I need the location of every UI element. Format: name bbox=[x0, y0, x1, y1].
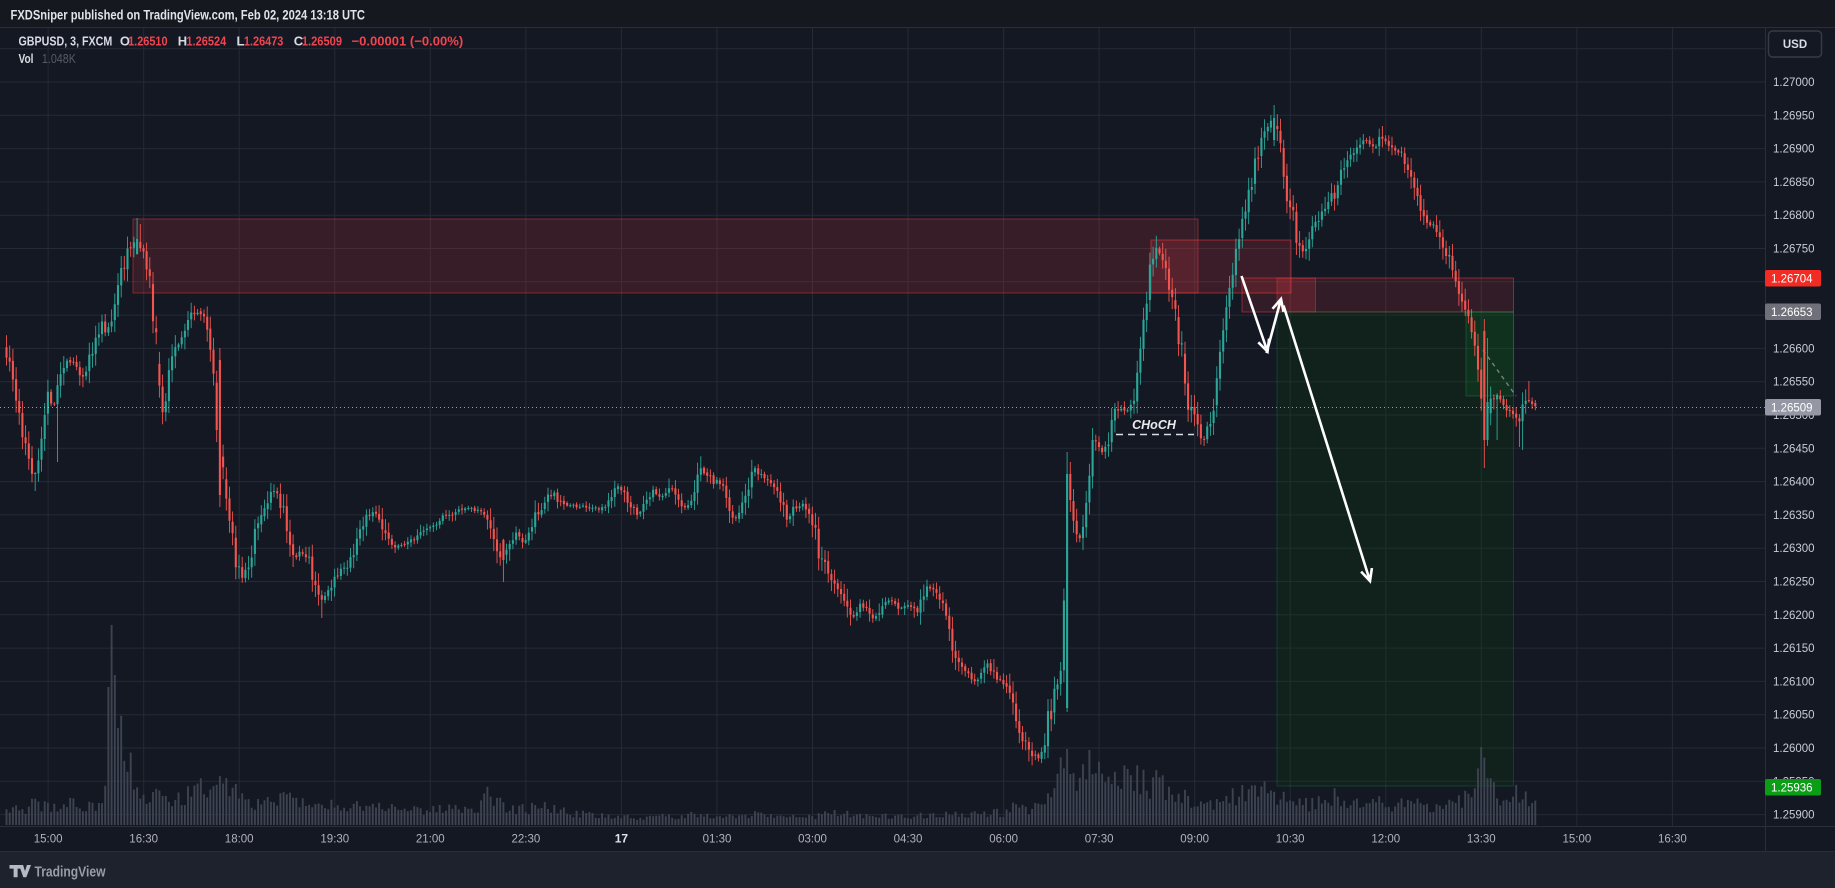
svg-text:16:30: 16:30 bbox=[129, 834, 158, 846]
svg-text:1.25936: 1.25936 bbox=[1771, 783, 1813, 795]
svg-text:1.26473: 1.26473 bbox=[244, 33, 284, 48]
svg-text:10:30: 10:30 bbox=[1276, 834, 1305, 846]
svg-text:1.26850: 1.26850 bbox=[1773, 177, 1815, 189]
svg-text:1.26150: 1.26150 bbox=[1773, 643, 1815, 655]
svg-text:1.26000: 1.26000 bbox=[1773, 743, 1815, 755]
svg-text:1.26250: 1.26250 bbox=[1773, 577, 1815, 589]
svg-text:18:00: 18:00 bbox=[225, 834, 254, 846]
svg-text:1.26704: 1.26704 bbox=[1771, 274, 1813, 286]
svg-text:H: H bbox=[178, 33, 187, 48]
svg-text:06:00: 06:00 bbox=[989, 834, 1018, 846]
svg-text:1.26950: 1.26950 bbox=[1773, 110, 1815, 122]
svg-text:03:00: 03:00 bbox=[798, 834, 827, 846]
svg-text:1.26509: 1.26509 bbox=[1771, 403, 1813, 415]
svg-text:07:30: 07:30 bbox=[1085, 834, 1114, 846]
svg-text:1.26200: 1.26200 bbox=[1773, 610, 1815, 622]
svg-text:1.26653: 1.26653 bbox=[1771, 307, 1813, 319]
svg-text:09:00: 09:00 bbox=[1180, 834, 1209, 846]
svg-text:1.26800: 1.26800 bbox=[1773, 210, 1815, 222]
svg-text:1.26300: 1.26300 bbox=[1773, 543, 1815, 555]
svg-text:O: O bbox=[120, 33, 130, 48]
svg-text:1.26350: 1.26350 bbox=[1773, 510, 1815, 522]
svg-text:22:30: 22:30 bbox=[512, 834, 541, 846]
svg-text:1.26400: 1.26400 bbox=[1773, 477, 1815, 489]
svg-text:TradingView: TradingView bbox=[35, 864, 106, 881]
svg-text:17: 17 bbox=[615, 832, 629, 846]
svg-text:15:00: 15:00 bbox=[34, 834, 63, 846]
svg-text:1.26450: 1.26450 bbox=[1773, 443, 1815, 455]
svg-text:19:30: 19:30 bbox=[320, 834, 349, 846]
svg-text:Vol: Vol bbox=[19, 51, 34, 66]
svg-text:L: L bbox=[237, 33, 245, 48]
svg-text:16:30: 16:30 bbox=[1658, 834, 1687, 846]
svg-text:1.26510: 1.26510 bbox=[128, 33, 168, 48]
svg-text:21:00: 21:00 bbox=[416, 834, 445, 846]
svg-text:1.26550: 1.26550 bbox=[1773, 377, 1815, 389]
svg-text:−0.00001 (−0.00%): −0.00001 (−0.00%) bbox=[352, 33, 464, 48]
svg-text:1.26900: 1.26900 bbox=[1773, 144, 1815, 156]
svg-text:1.26509: 1.26509 bbox=[302, 33, 342, 48]
svg-text:USD: USD bbox=[1783, 39, 1807, 51]
svg-text:15:00: 15:00 bbox=[1563, 834, 1592, 846]
svg-text:C: C bbox=[294, 33, 304, 48]
svg-text:1.26600: 1.26600 bbox=[1773, 343, 1815, 355]
svg-text:13:30: 13:30 bbox=[1467, 834, 1496, 846]
svg-text:1.26050: 1.26050 bbox=[1773, 710, 1815, 722]
svg-text:FXDSniper published on Trading: FXDSniper published on TradingView.com, … bbox=[11, 8, 366, 23]
svg-text:1.048K: 1.048K bbox=[42, 52, 77, 66]
svg-text:1.26750: 1.26750 bbox=[1773, 244, 1815, 256]
svg-text:01:30: 01:30 bbox=[703, 834, 732, 846]
svg-text:1.27000: 1.27000 bbox=[1773, 77, 1815, 89]
svg-text:12:00: 12:00 bbox=[1371, 834, 1400, 846]
svg-text:GBPUSD, 3, FXCM: GBPUSD, 3, FXCM bbox=[19, 33, 113, 48]
svg-text:1.26100: 1.26100 bbox=[1773, 676, 1815, 688]
svg-text:CHoCH: CHoCH bbox=[1132, 418, 1177, 432]
svg-text:1.26524: 1.26524 bbox=[186, 33, 226, 48]
svg-text:1.25900: 1.25900 bbox=[1773, 810, 1815, 822]
svg-text:04:30: 04:30 bbox=[894, 834, 923, 846]
